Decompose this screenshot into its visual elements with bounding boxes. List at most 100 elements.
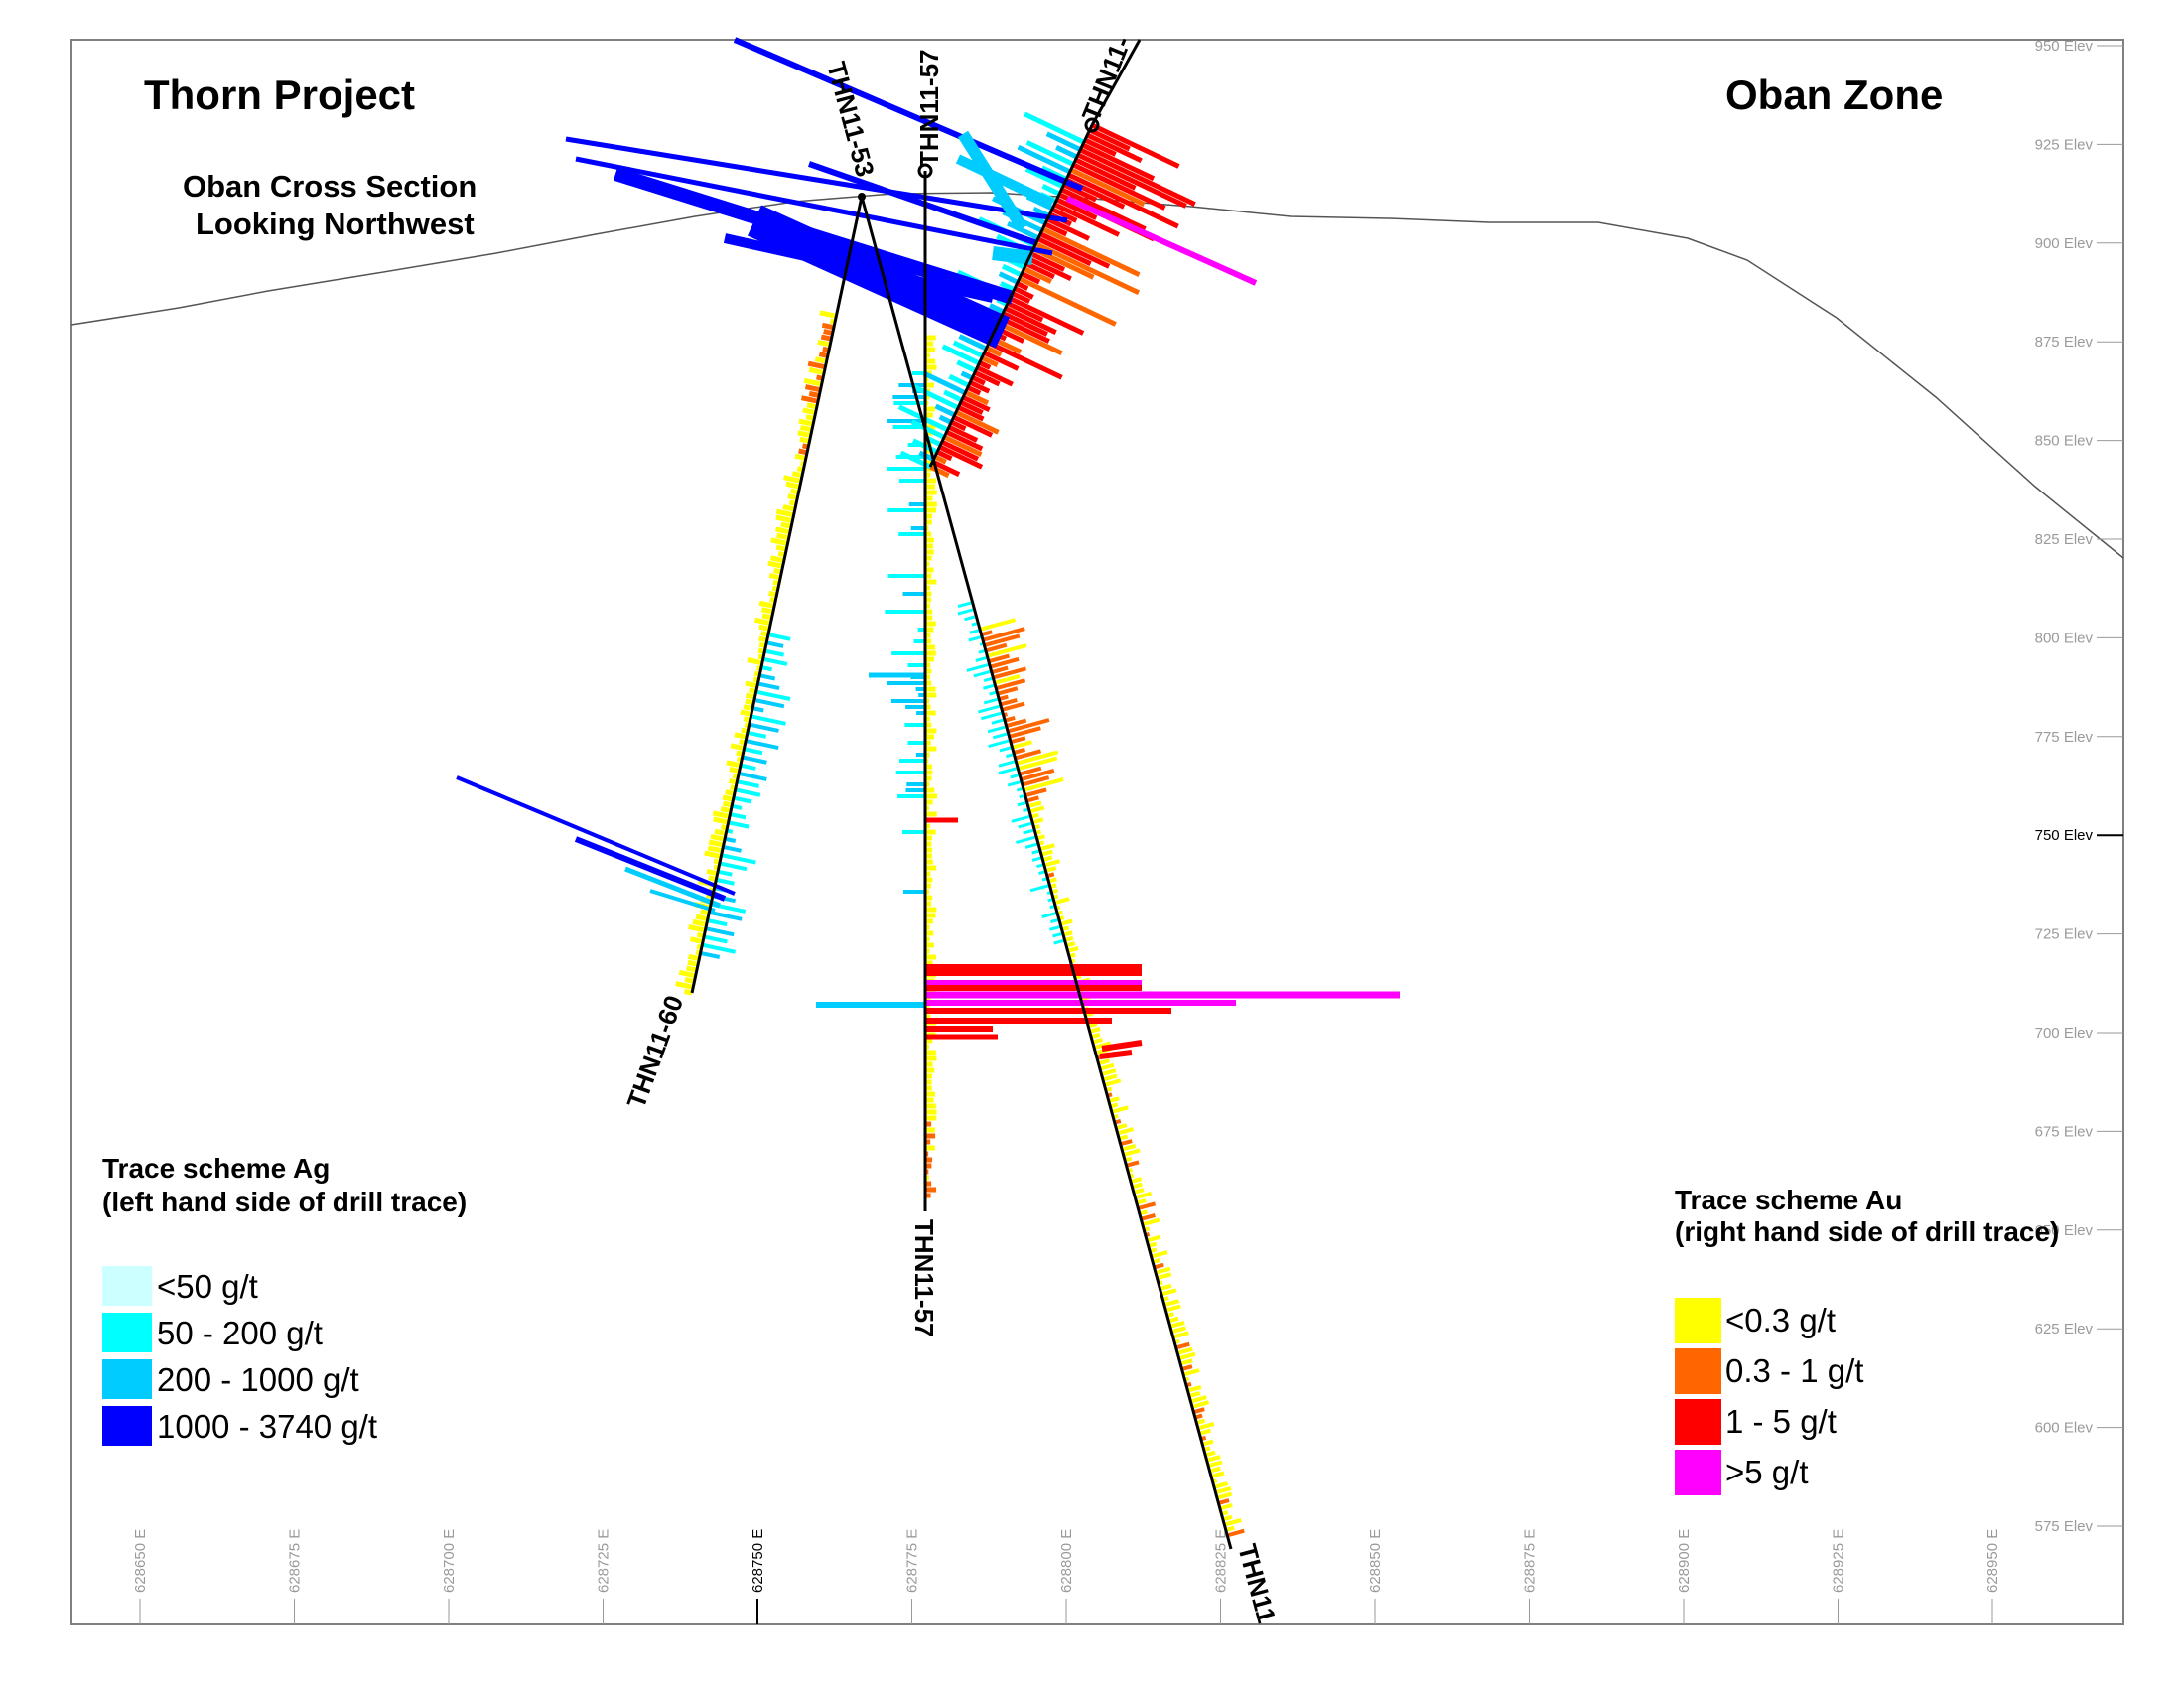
au-bar-thn11-upper [1011,291,1031,305]
legend-au-subtitle: (right hand side of drill trace) [1675,1216,2059,1247]
au-bar-thn11-53 [1164,1304,1181,1313]
au-bar-thn11-53 [1099,1050,1133,1059]
au-bar-thn11-60 [745,680,758,689]
au-bar-thn11-53 [1093,1041,1111,1050]
easting-tick-label: 628775 E [904,1529,921,1593]
elev-tick-label: 875 Elev [2035,334,2094,351]
au-bar-thn11-upper [1050,207,1078,223]
ag-bar-thn11-53 [969,628,981,634]
ag-bar-thn11-upper [938,414,953,425]
au-bar-thn11-53 [1023,776,1064,792]
au-bar-thn11-60 [780,521,792,529]
ag-bar-thn11-53 [987,725,1008,734]
au-bar-thn11-53 [985,642,1008,653]
au-bar-thn11-53 [1004,715,1016,723]
ag-bar-thn11-60 [760,665,773,672]
au-bar-thn11-upper [945,429,984,452]
easting-tick-label: 628950 E [1984,1529,2001,1593]
ag-bar-thn11-60 [749,722,779,733]
easting-tick-label: 628925 E [1831,1529,1847,1593]
ag-bar-thn11-60 [715,877,735,886]
au-bar-thn11-53 [988,653,1011,664]
au-bar-thn11-60 [712,810,731,819]
ag-bar-thn11-60 [757,681,780,691]
au-bar-thn11-upper [1029,251,1066,272]
au-bar-thn11-upper [971,375,986,386]
ag-bar-thn11-60 [728,820,750,829]
legend-ag-label-4: 1000 - 3740 g/t [157,1408,377,1445]
legend-ag-swatch-4 [102,1406,152,1446]
elev-tick-label: 925 Elev [2035,136,2094,153]
au-bar-thn11-53 [1038,843,1055,852]
au-bar-thn11-upper [1081,142,1156,182]
drill-traces [690,39,1233,1550]
au-bar-thn11-upper [947,424,979,443]
au-bar-thn11-upper [950,419,967,432]
ag-bar-thn11-60-long [574,836,727,902]
ag-bar-thn11-upper-long [565,136,1068,223]
project-title: Thorn Project [144,71,415,118]
easting-tick-label: 628750 E [750,1529,766,1593]
legend-ag-label-2: 50 - 200 g/t [157,1315,323,1351]
au-bar-thn11-60 [706,868,719,877]
map-frame [70,39,2124,1625]
ag-bar-thn11-53 [1010,773,1021,779]
au-bar-thn11-60 [806,402,818,410]
au-bar-thn11-53 [1028,805,1045,814]
au-bar-thn11-upper [1076,152,1187,209]
au-bar-thn11-53 [1179,1358,1193,1366]
au-bar-thn11-upper [976,365,1014,387]
au-bar-thn11-53 [1167,1316,1179,1324]
ag-bar-thn11-53 [1029,884,1050,893]
au-bar-thn11-60 [689,936,704,944]
legend-au-swatch-2 [1675,1348,1721,1394]
au-bar-thn11-60 [761,613,773,621]
au-bar-thn11-53 [1155,1266,1171,1275]
au-bar-thn11-upper [964,389,990,406]
ag-bar-thn11-upper [948,373,970,388]
au-bar-thn11-53 [1201,1439,1214,1447]
au-bar-thn11-53 [982,627,1025,642]
au-bar-thn11-53 [1156,1272,1172,1281]
au-bar-thn11-53 [1175,1341,1190,1350]
au-bar-thn11-53 [1020,768,1055,781]
au-bar-thn11-upper [1021,271,1041,285]
au-bar-thn11-53 [1108,1096,1120,1103]
easting-tick-label: 628800 E [1058,1529,1075,1593]
ag-bar-thn11-53 [1041,911,1058,918]
legend-au-title: Trace scheme Au [1675,1185,1902,1215]
elev-tick-label: 700 Elev [2035,1025,2094,1042]
au-bar-thn11-60 [799,424,813,433]
au-bar-thn11-53 [1014,749,1042,761]
au-bar-thn11-53 [1159,1283,1172,1291]
ag-bar-thn11-60 [765,640,784,648]
elev-tick-label: 600 Elev [2035,1420,2094,1437]
ag-bar-thn11-upper [910,419,946,440]
au-bar-thn11-53 [995,678,1026,691]
au-bar-thn11-upper [1065,196,1258,286]
ag-bar-thn11-60 [738,771,767,781]
au-bar-thn11-53 [1102,1073,1118,1082]
au-bar-thn11-60 [722,800,733,808]
au-bar-thn11-upper [987,341,1063,380]
au-bar-thn11-upper [966,384,982,396]
au-bar-thn11-53 [1163,1299,1180,1308]
ag-bar-thn11-60 [705,926,735,937]
legend-ag-swatch-2 [102,1313,152,1352]
ag-bar-thn11-upper [1041,183,1061,197]
elev-tick-label: 850 Elev [2035,433,2094,450]
au-bar-thn11-60 [754,617,771,627]
drill-trace-thn11-60 [690,196,864,994]
easting-tick-label: 628675 E [287,1529,304,1593]
au-bar-thn11-53 [980,630,993,637]
au-bar-thn11-60 [775,508,795,518]
au-bar-thn11-upper [1036,236,1092,267]
elev-tick-label: 750 Elev [2035,827,2094,844]
au-bar-thn11-53 [1000,697,1018,707]
au-bar-thn11-53 [994,673,1021,685]
drill-trace-thn11-upper [928,124,1094,468]
au-bar-thn11-53 [1169,1320,1185,1329]
au-bar-thn11-53 [1191,1400,1210,1409]
au-bar-thn11-53 [1043,859,1061,868]
collar-thn11-57 [917,163,933,179]
